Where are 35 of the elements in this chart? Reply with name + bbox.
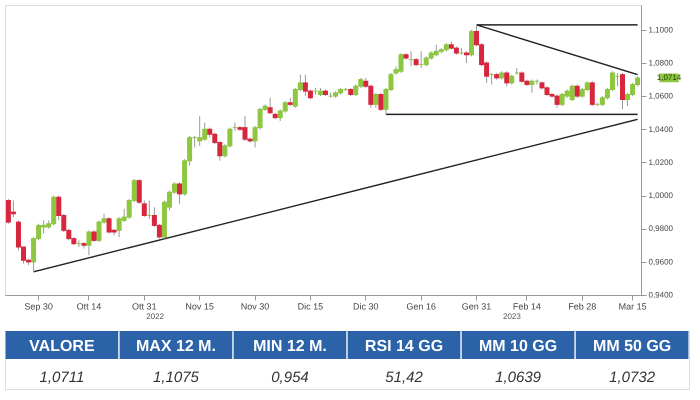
x-tick-label: Dic 15: [298, 302, 324, 312]
x-tick-label: Feb 14: [512, 302, 541, 312]
category-label: MM 10 GG: [478, 338, 558, 355]
category-label: MIN 12 M.: [253, 338, 327, 355]
y-tick-label: 1,0200: [648, 158, 674, 167]
category-label: VALORE: [29, 338, 95, 355]
text: 1,1075: [153, 369, 199, 386]
y-tick-label: 1,0600: [648, 92, 674, 101]
x-tick-label: Ott 14: [76, 302, 102, 312]
category-label: MAX 12 M.: [136, 338, 216, 355]
x-tick-label: Nov 30: [240, 302, 270, 312]
y-tick-label: 0,9600: [648, 257, 674, 266]
x-tick-label: Ott 31: [132, 302, 157, 312]
y-tick-label: 0,9800: [648, 224, 674, 234]
text: 51,42: [385, 369, 423, 386]
x-tick-label: Nov 15: [185, 302, 214, 312]
text: 1,0639: [495, 369, 541, 386]
text: 0,954: [271, 369, 309, 386]
x-tick-label: Sep 30: [24, 302, 53, 312]
y-tick-label: 1,0400: [648, 124, 674, 134]
y-tick-label: 1,1000: [648, 25, 674, 34]
text: 1,0711: [40, 369, 84, 386]
text: 1,0732: [609, 369, 656, 386]
text: 2023: [502, 312, 522, 321]
y-tick-label: 1,0000: [648, 191, 674, 200]
category-label: MM 50 GG: [592, 338, 672, 355]
y-tick-label: 1,0800: [648, 58, 674, 68]
x-tick-label: Feb 28: [568, 302, 596, 312]
x-tick-label: Gen 31: [462, 302, 492, 312]
category-label: RSI 14 GG: [364, 338, 444, 355]
text: 2022: [146, 312, 165, 321]
y-tick-label: 0,9400: [648, 290, 674, 300]
x-tick-label: Dic 30: [353, 302, 379, 312]
x-tick-label: Gen 16: [406, 302, 436, 312]
x-tick-label: Mar 15: [618, 302, 647, 312]
